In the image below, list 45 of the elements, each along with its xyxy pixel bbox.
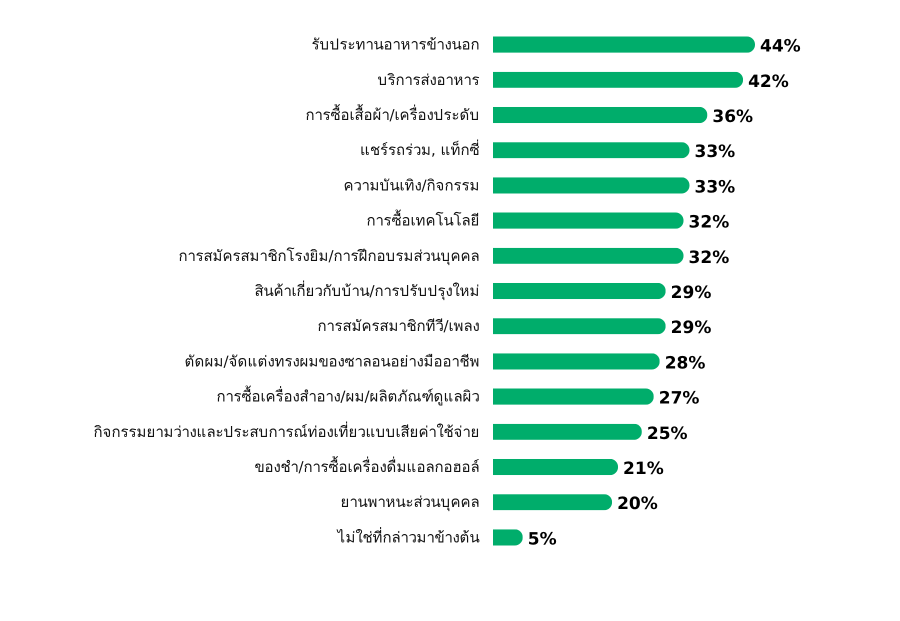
data-label: 33% bbox=[694, 177, 736, 198]
data-label: 28% bbox=[664, 353, 706, 374]
y-tick-label: การซื้อเทคโนโลยี bbox=[366, 210, 480, 230]
y-tick-label: การซื้อเสื้อผ้า/เครื่องประดับ bbox=[305, 104, 480, 124]
data-label: 32% bbox=[688, 212, 730, 233]
y-tick-label: บริการส่งอาหาร bbox=[378, 70, 480, 89]
bar bbox=[493, 36, 755, 53]
y-tick-label: การซื้อเครื่องสำอาง/ผม/ผลิตภัณฑ์ดูแลผิว bbox=[216, 386, 480, 406]
bar bbox=[493, 529, 523, 546]
data-label: 44% bbox=[760, 36, 801, 57]
bar bbox=[493, 353, 660, 370]
data-label: 33% bbox=[694, 142, 736, 162]
data-label: 29% bbox=[670, 318, 712, 338]
y-tick-label: รับประทานอาหารข้างนอก bbox=[312, 36, 480, 54]
y-tick-label: ของชำ/การซื้อเครื่องดื่มแอลกอฮอล์ bbox=[254, 456, 480, 476]
data-label: 21% bbox=[623, 459, 664, 479]
y-tick-label: ตัดผม/จัดแต่งทรงผมของซาลอนอย่างมืออาชีพ bbox=[184, 352, 480, 370]
data-label: 25% bbox=[646, 424, 688, 444]
data-label: 29% bbox=[670, 283, 712, 303]
data-label: 20% bbox=[617, 494, 658, 514]
bar bbox=[493, 424, 642, 440]
bar bbox=[493, 106, 708, 124]
y-tick-label: สินค้าเกี่ยวกับบ้าน/การปรับปรุงใหม่ bbox=[254, 280, 480, 301]
data-label: 32% bbox=[688, 248, 730, 268]
bar bbox=[493, 177, 690, 194]
y-tick-label: การสมัครสมาชิกทีวี/เพลง bbox=[317, 317, 480, 336]
bar bbox=[493, 388, 654, 405]
bar bbox=[493, 142, 690, 158]
data-label: 27% bbox=[658, 388, 700, 409]
bar bbox=[493, 248, 684, 264]
bar bbox=[493, 212, 684, 229]
y-tick-label: แชร์รถร่วม, แท็กซี่ bbox=[360, 139, 480, 160]
bar bbox=[493, 494, 612, 510]
bar bbox=[493, 458, 618, 476]
bar bbox=[493, 282, 666, 300]
y-tick-label: ไม่ใช่ที่กล่าวมาข้างต้น bbox=[336, 526, 480, 546]
y-tick-label: ความบันเทิง/กิจกรรม bbox=[343, 176, 480, 194]
y-tick-label: กิจกรรมยามว่างและประสบการณ์ท่องเที่ยวแบบเสียค่าใช้จ่าย bbox=[94, 420, 480, 441]
bar bbox=[493, 72, 744, 88]
data-label: 5% bbox=[528, 529, 557, 550]
data-label: 42% bbox=[748, 72, 789, 92]
data-label: 36% bbox=[712, 107, 754, 127]
bar bbox=[493, 318, 666, 334]
y-tick-label: การสมัครสมาชิกโรงยิม/การฝึกอบรมส่วนบุคคล bbox=[178, 246, 480, 266]
y-tick-label: ยานพาหนะส่วนบุคคล bbox=[340, 493, 480, 512]
